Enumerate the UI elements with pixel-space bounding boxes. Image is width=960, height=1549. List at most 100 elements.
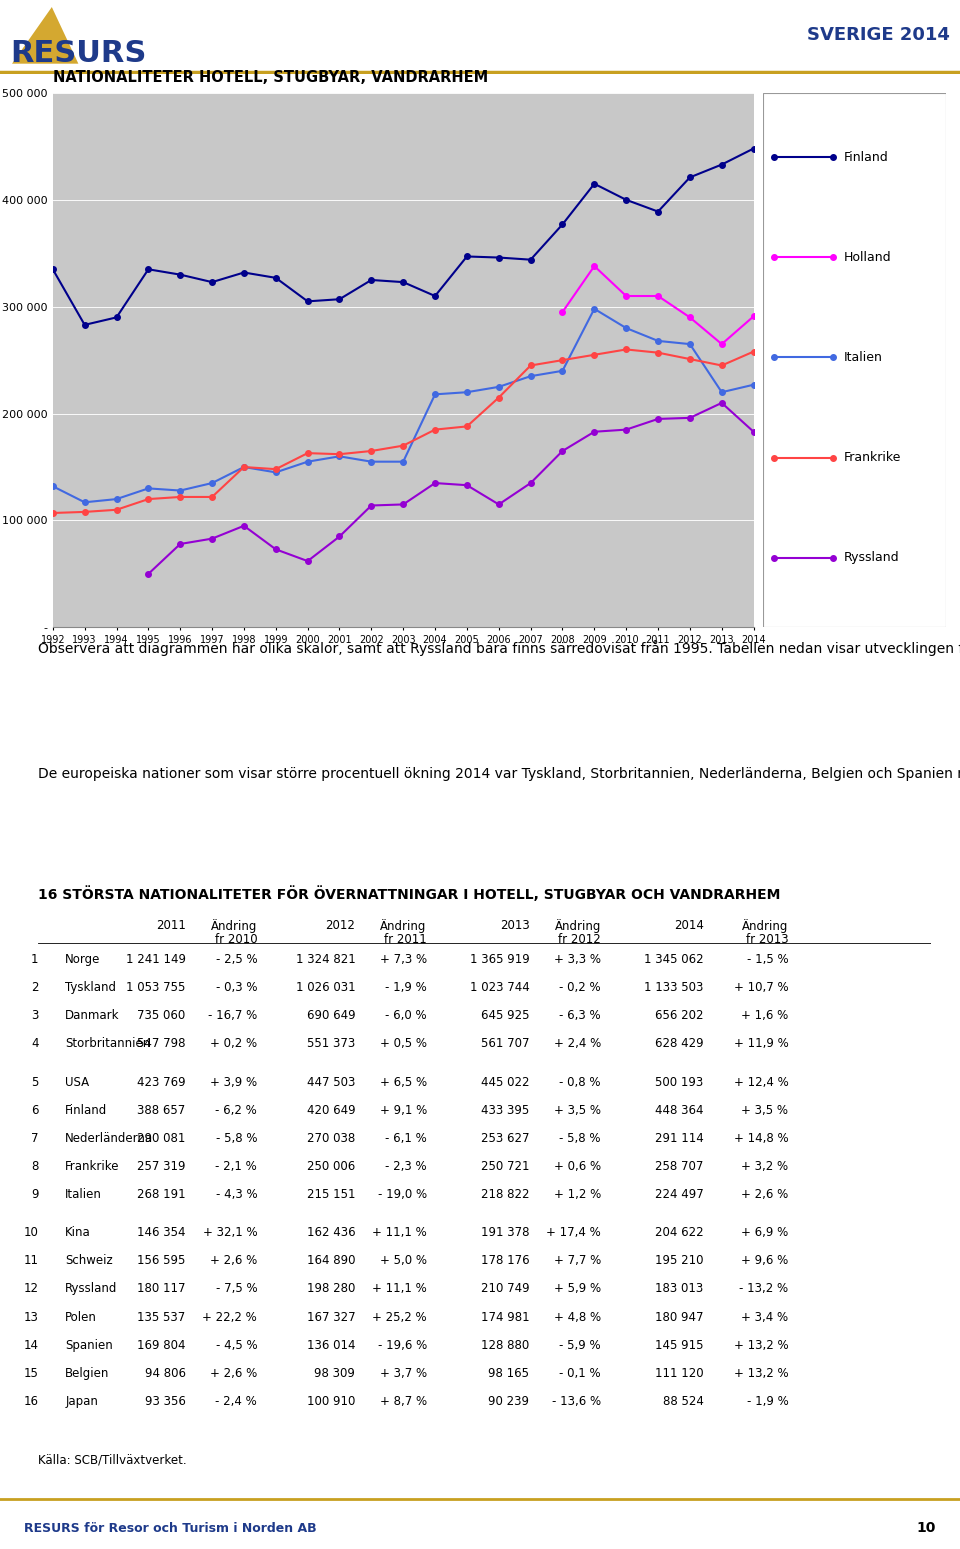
Italien: [684, 335, 696, 353]
Text: 735 060: 735 060: [137, 1008, 185, 1022]
Finland: [334, 290, 346, 308]
Text: Nederländerna: Nederländerna: [65, 1132, 154, 1145]
Text: - 0,2 %: - 0,2 %: [560, 981, 601, 994]
Text: 88 524: 88 524: [662, 1394, 704, 1408]
Line: Ryssland: Ryssland: [146, 400, 756, 576]
Text: + 1,2 %: + 1,2 %: [554, 1188, 601, 1200]
Ryssland: [652, 409, 663, 428]
Text: USA: USA: [65, 1075, 89, 1089]
Text: 1 241 149: 1 241 149: [126, 953, 185, 965]
Frankrike: [461, 417, 472, 435]
Text: + 3,2 %: + 3,2 %: [741, 1160, 788, 1173]
Italien: [301, 452, 313, 471]
Italien: [397, 452, 409, 471]
Italien: [175, 482, 186, 500]
Text: 9: 9: [31, 1188, 38, 1200]
Text: - 5,8 %: - 5,8 %: [216, 1132, 257, 1145]
Text: 2013: 2013: [500, 919, 530, 931]
Text: - 6,2 %: - 6,2 %: [215, 1103, 257, 1117]
Text: 1 345 062: 1 345 062: [644, 953, 704, 965]
Text: + 32,1 %: + 32,1 %: [203, 1227, 257, 1239]
Text: 645 925: 645 925: [481, 1008, 530, 1022]
Text: 167 327: 167 327: [306, 1310, 355, 1323]
Text: Belgien: Belgien: [65, 1366, 109, 1380]
Ryssland: [238, 516, 250, 534]
Italien: [47, 477, 59, 496]
Text: + 25,2 %: + 25,2 %: [372, 1310, 427, 1323]
Finland: [557, 215, 568, 234]
Frankrike: [557, 352, 568, 370]
Frankrike: [47, 503, 59, 522]
Ryssland: [397, 496, 409, 514]
Finland: [684, 169, 696, 187]
Text: + 3,3 %: + 3,3 %: [554, 953, 601, 965]
Text: 447 503: 447 503: [307, 1075, 355, 1089]
Text: 2012: 2012: [325, 919, 355, 931]
Text: 2014: 2014: [674, 919, 704, 931]
Text: 191 378: 191 378: [481, 1227, 530, 1239]
Text: 145 915: 145 915: [655, 1338, 704, 1352]
Text: + 5,0 %: + 5,0 %: [380, 1255, 427, 1267]
Text: + 2,4 %: + 2,4 %: [554, 1036, 601, 1050]
Ryssland: [270, 541, 281, 559]
Text: 257 319: 257 319: [137, 1160, 185, 1173]
Text: - 6,0 %: - 6,0 %: [385, 1008, 427, 1022]
Text: Ändring: Ändring: [555, 919, 601, 932]
Text: 1 365 919: 1 365 919: [469, 953, 530, 965]
Text: Ryssland: Ryssland: [65, 1283, 117, 1295]
Text: 6: 6: [31, 1103, 38, 1117]
Text: - 19,0 %: - 19,0 %: [377, 1188, 427, 1200]
Text: 1 324 821: 1 324 821: [296, 953, 355, 965]
Text: 174 981: 174 981: [481, 1310, 530, 1323]
Text: 291 114: 291 114: [655, 1132, 704, 1145]
Text: + 10,7 %: + 10,7 %: [733, 981, 788, 994]
Text: fr 2012: fr 2012: [558, 932, 601, 946]
Text: + 3,5 %: + 3,5 %: [741, 1103, 788, 1117]
Text: - 1,9 %: - 1,9 %: [747, 1394, 788, 1408]
Ryssland: [301, 551, 313, 570]
Frankrike: [684, 350, 696, 369]
Text: + 0,2 %: + 0,2 %: [210, 1036, 257, 1050]
Text: - 1,9 %: - 1,9 %: [385, 981, 427, 994]
Frankrike: [175, 488, 186, 507]
Finland: [301, 293, 313, 311]
Text: - 6,1 %: - 6,1 %: [385, 1132, 427, 1145]
Text: - 5,8 %: - 5,8 %: [560, 1132, 601, 1145]
Text: 98 309: 98 309: [315, 1366, 355, 1380]
Holland: [684, 308, 696, 327]
Polygon shape: [10, 5, 80, 65]
Text: Polen: Polen: [65, 1310, 97, 1323]
Text: + 9,6 %: + 9,6 %: [741, 1255, 788, 1267]
Text: NATIONALITETER HOTELL, STUGBYAR, VANDRARHEM: NATIONALITETER HOTELL, STUGBYAR, VANDRAR…: [53, 70, 488, 85]
Text: De europeiska nationer som visar större procentuell ökning 2014 var Tyskland, St: De europeiska nationer som visar större …: [38, 767, 960, 781]
Finland: [397, 273, 409, 291]
Text: + 7,3 %: + 7,3 %: [379, 953, 427, 965]
Italien: [79, 493, 90, 511]
Text: Storbritannien: Storbritannien: [65, 1036, 151, 1050]
Text: + 2,6 %: + 2,6 %: [210, 1366, 257, 1380]
Text: 156 595: 156 595: [137, 1255, 185, 1267]
Ryssland: [557, 441, 568, 460]
Text: 93 356: 93 356: [145, 1394, 185, 1408]
Finland: [79, 316, 90, 335]
Text: + 2,6 %: + 2,6 %: [210, 1255, 257, 1267]
Text: 90 239: 90 239: [489, 1394, 530, 1408]
Text: - 7,5 %: - 7,5 %: [215, 1283, 257, 1295]
Finland: [175, 265, 186, 283]
Text: + 12,4 %: + 12,4 %: [733, 1075, 788, 1089]
Finland: [493, 248, 505, 266]
Frankrike: [79, 502, 90, 520]
Holland: [716, 335, 728, 353]
Text: - 2,1 %: - 2,1 %: [215, 1160, 257, 1173]
Text: 215 151: 215 151: [307, 1188, 355, 1200]
Text: 253 627: 253 627: [481, 1132, 530, 1145]
Frankrike: [652, 344, 663, 362]
Text: 250 721: 250 721: [481, 1160, 530, 1173]
Ryssland: [429, 474, 441, 493]
Text: 290 081: 290 081: [137, 1132, 185, 1145]
Finland: [270, 268, 281, 287]
Text: 7: 7: [31, 1132, 38, 1145]
Holland: [748, 307, 759, 325]
Italien: [716, 383, 728, 401]
Text: Tyskland: Tyskland: [65, 981, 116, 994]
